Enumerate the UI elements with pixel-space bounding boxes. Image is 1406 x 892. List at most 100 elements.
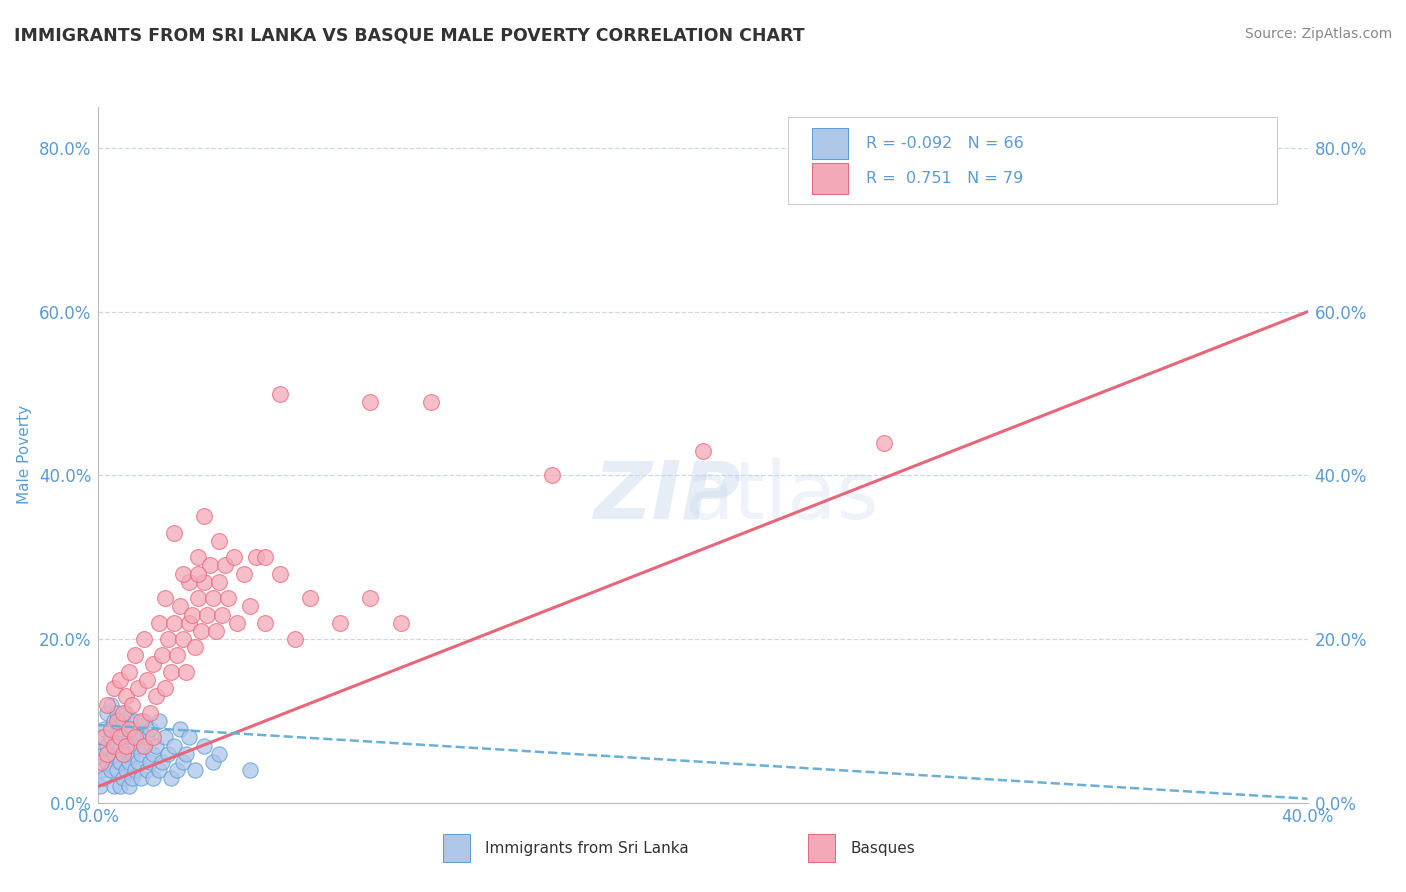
Point	[360, 591, 382, 606]
Point	[132, 714, 155, 728]
Point	[96, 698, 118, 712]
Point	[135, 673, 157, 687]
Point	[118, 722, 141, 736]
Point	[253, 615, 276, 630]
Point	[187, 591, 209, 606]
Point	[124, 714, 146, 728]
Point	[135, 731, 157, 745]
Point	[193, 574, 215, 589]
Text: IMMIGRANTS FROM SRI LANKA VS BASQUE MALE POVERTY CORRELATION CHART: IMMIGRANTS FROM SRI LANKA VS BASQUE MALE…	[14, 27, 804, 45]
Point	[108, 780, 131, 794]
Text: Source: ZipAtlas.com: Source: ZipAtlas.com	[1244, 27, 1392, 41]
Point	[142, 747, 165, 761]
Point	[103, 747, 125, 761]
Point	[103, 739, 125, 753]
Point	[129, 747, 152, 761]
Point	[142, 657, 165, 671]
Point	[172, 755, 194, 769]
Point	[202, 591, 225, 606]
Point	[89, 780, 111, 794]
Point	[169, 599, 191, 614]
Point	[420, 394, 443, 409]
Point	[184, 763, 207, 777]
Point	[239, 599, 262, 614]
Point	[184, 640, 207, 655]
Point	[100, 698, 122, 712]
Point	[118, 780, 141, 794]
Point	[129, 714, 152, 728]
Point	[873, 435, 896, 450]
Point	[118, 755, 141, 769]
Point	[190, 624, 212, 638]
Point	[205, 624, 228, 638]
Point	[96, 755, 118, 769]
Point	[153, 591, 176, 606]
Point	[111, 714, 134, 728]
Point	[132, 632, 155, 646]
Point	[217, 591, 239, 606]
Point	[108, 722, 131, 736]
Point	[174, 665, 197, 679]
Point	[208, 533, 231, 548]
Point	[153, 731, 176, 745]
Point	[121, 698, 143, 712]
Point	[163, 525, 186, 540]
Point	[93, 771, 115, 785]
Point	[145, 690, 167, 704]
Point	[127, 755, 149, 769]
Point	[179, 615, 201, 630]
Point	[139, 755, 162, 769]
Point	[360, 394, 382, 409]
Point	[226, 615, 249, 630]
Point	[150, 755, 173, 769]
Point	[114, 763, 136, 777]
FancyBboxPatch shape	[811, 162, 848, 194]
Point	[108, 755, 131, 769]
Point	[139, 722, 162, 736]
Point	[174, 747, 197, 761]
Point	[239, 763, 262, 777]
Point	[145, 739, 167, 753]
Point	[540, 468, 562, 483]
Point	[169, 722, 191, 736]
Point	[121, 771, 143, 785]
Point	[111, 747, 134, 761]
Point	[90, 755, 112, 769]
Point	[103, 780, 125, 794]
Point	[232, 566, 254, 581]
Point	[111, 771, 134, 785]
Point	[103, 681, 125, 696]
Point	[93, 747, 115, 761]
Point	[124, 763, 146, 777]
Point	[121, 747, 143, 761]
Point	[108, 731, 131, 745]
Text: R = -0.092   N = 66: R = -0.092 N = 66	[866, 136, 1024, 151]
Point	[148, 763, 170, 777]
Point	[103, 714, 125, 728]
Point	[299, 591, 322, 606]
Point	[193, 509, 215, 524]
Point	[187, 550, 209, 565]
Point	[156, 632, 179, 646]
Point	[208, 747, 231, 761]
Point	[692, 443, 714, 458]
Point	[148, 615, 170, 630]
Point	[111, 747, 134, 761]
FancyBboxPatch shape	[808, 834, 835, 862]
Point	[269, 386, 291, 401]
Point	[127, 681, 149, 696]
Text: ZIP: ZIP	[593, 458, 741, 536]
Point	[148, 714, 170, 728]
Point	[105, 763, 128, 777]
Point	[135, 763, 157, 777]
Point	[114, 690, 136, 704]
Point	[160, 771, 183, 785]
Point	[96, 706, 118, 720]
Point	[114, 706, 136, 720]
Point	[124, 739, 146, 753]
Text: Immigrants from Sri Lanka: Immigrants from Sri Lanka	[485, 840, 689, 855]
Point	[253, 550, 276, 565]
Point	[284, 632, 307, 646]
Point	[127, 731, 149, 745]
Point	[202, 755, 225, 769]
